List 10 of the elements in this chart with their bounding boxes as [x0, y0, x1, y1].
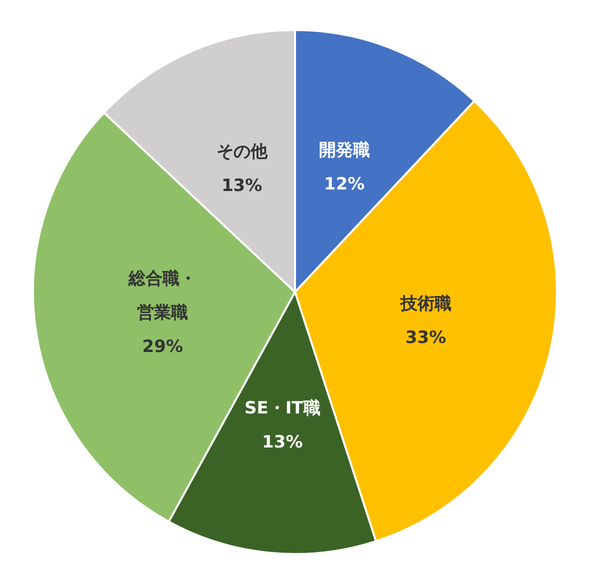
slice-label: SE・IT職	[244, 398, 320, 418]
data-label: 12%	[324, 174, 365, 194]
data-label: 29%	[142, 336, 183, 357]
slice-label: その他	[216, 142, 268, 162]
slice-label: 開発職	[318, 140, 370, 160]
data-label: 33%	[405, 328, 446, 348]
data-label: 13%	[262, 432, 303, 452]
slice-label: 技術職	[399, 294, 452, 314]
slice-label: 総合職・営業職	[128, 268, 197, 323]
data-label: 13%	[221, 176, 262, 196]
